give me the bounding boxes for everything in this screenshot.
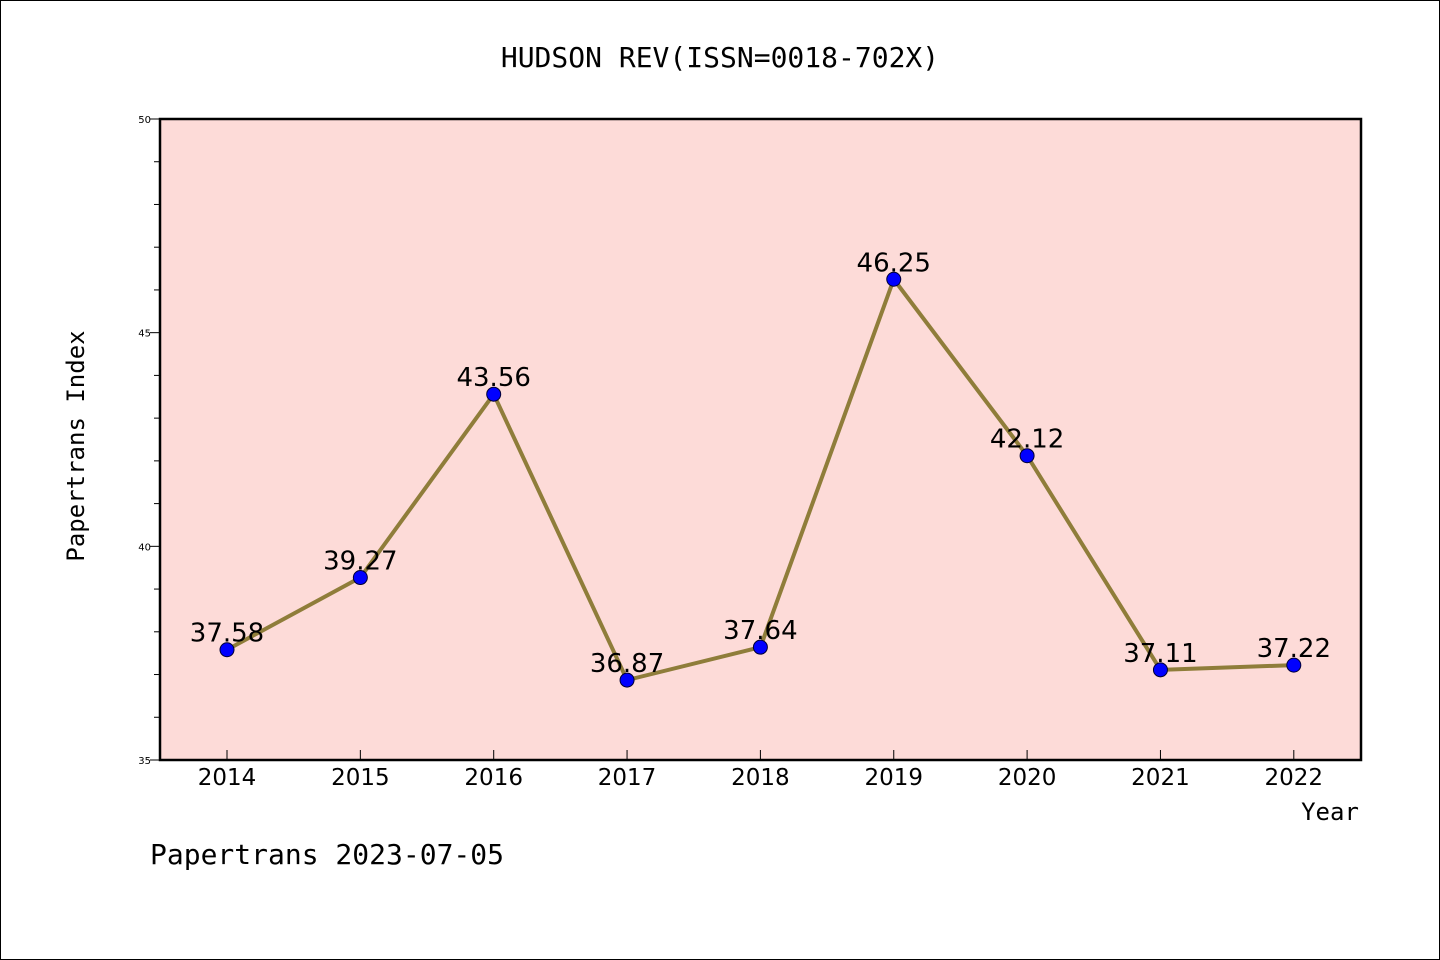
x-tick-label: 2019 (864, 765, 923, 791)
data-label: 37.11 (1123, 639, 1197, 669)
data-label: 43.56 (456, 363, 530, 393)
x-tick-label: 2015 (331, 765, 390, 791)
data-label: 37.64 (723, 616, 797, 646)
data-point (1152, 662, 1168, 678)
footer-text: Papertrans 2023-07-05 (150, 838, 504, 871)
plot-border (158, 117, 1363, 762)
data-point (1286, 657, 1302, 673)
data-point (752, 639, 768, 655)
y-tick-label: 35 (138, 756, 151, 767)
x-tick-label: 2021 (1131, 765, 1190, 791)
data-labels: 37.58 39.27 43.56 36.87 37.64 46.25 42.12 37.11… (190, 248, 1331, 679)
data-label: 37.22 (1257, 634, 1331, 664)
x-tick-label: 2017 (598, 765, 657, 791)
chart-title: HUDSON REV(ISSN=0018-702X) (501, 41, 939, 74)
data-label: 42.12 (990, 425, 1064, 455)
data-label: 46.25 (857, 248, 931, 278)
x-tick-label: 2014 (198, 765, 257, 791)
data-point (619, 672, 635, 688)
y-axis: 35 40 45 50 (138, 115, 160, 767)
x-tick-label: 2020 (998, 765, 1057, 791)
data-point (486, 386, 502, 402)
series-markers (219, 271, 1302, 688)
data-point (1019, 448, 1035, 464)
y-tick-label: 45 (138, 329, 151, 340)
data-label: 39.27 (323, 547, 397, 577)
data-point (219, 642, 235, 658)
data-point (886, 271, 902, 287)
x-axis-label: Year (1301, 798, 1359, 826)
data-label: 37.58 (190, 619, 264, 649)
x-tick-label: 2018 (731, 765, 790, 791)
x-tick-label: 2016 (464, 765, 523, 791)
data-label: 36.87 (590, 649, 664, 679)
x-tick-label: 2022 (1265, 765, 1324, 791)
data-point (352, 570, 368, 586)
x-axis: 2014 2015 2016 2017 2018 2019 2020 2021 2022 (198, 750, 1323, 791)
y-tick-label: 40 (138, 542, 151, 553)
y-tick-label: 50 (138, 115, 151, 126)
y-axis-label: Papertrans Index (62, 330, 90, 561)
